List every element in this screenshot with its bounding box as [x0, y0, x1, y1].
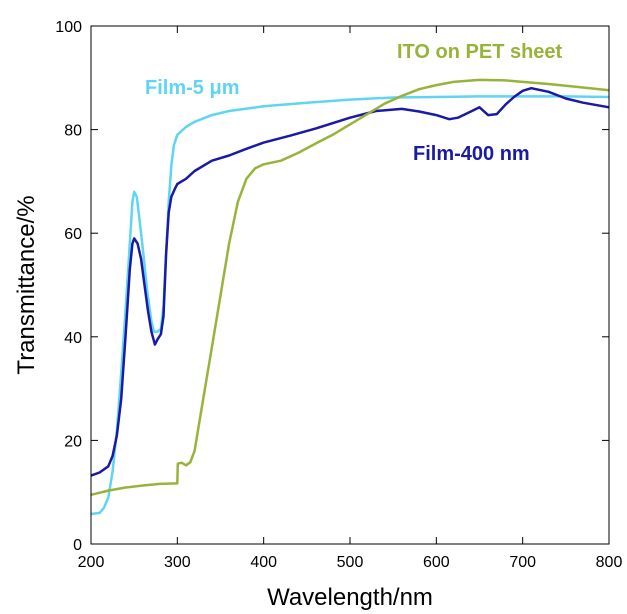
series-label-ito-on-pet: ITO on PET sheet — [397, 41, 563, 63]
x-tick-label: 200 — [78, 554, 105, 571]
x-tick-label: 400 — [250, 554, 277, 571]
x-tick-label: 700 — [509, 554, 536, 571]
y-axis-title: Transmittance/% — [13, 195, 40, 374]
y-tick-label: 80 — [64, 123, 82, 140]
x-axis-ticks: 200 300 400 500 600 700 800 — [78, 26, 623, 571]
y-tick-label: 60 — [64, 226, 82, 243]
x-axis-title: Wavelength/nm — [267, 584, 433, 611]
series-line-film-5um — [90, 95, 610, 516]
x-tick-label: 500 — [337, 554, 364, 571]
series-label-film-400nm: Film-400 nm — [413, 143, 530, 165]
x-tick-label: 600 — [423, 554, 450, 571]
y-tick-label: 0 — [73, 537, 82, 554]
plot-lines — [90, 78, 610, 516]
plot-frame — [90, 25, 610, 545]
x-tick-label: 300 — [164, 554, 191, 571]
y-tick-label: 20 — [64, 433, 82, 450]
series-line-ito-on-pet — [90, 78, 610, 497]
x-tick-label: 800 — [596, 554, 623, 571]
series-line-film-400nm — [90, 86, 610, 477]
y-axis-ticks: 0 20 40 60 80 100 — [55, 19, 609, 554]
series-label-film-5um: Film-5 μm — [145, 77, 239, 99]
y-tick-label: 100 — [55, 19, 82, 36]
y-tick-label: 40 — [64, 330, 82, 347]
